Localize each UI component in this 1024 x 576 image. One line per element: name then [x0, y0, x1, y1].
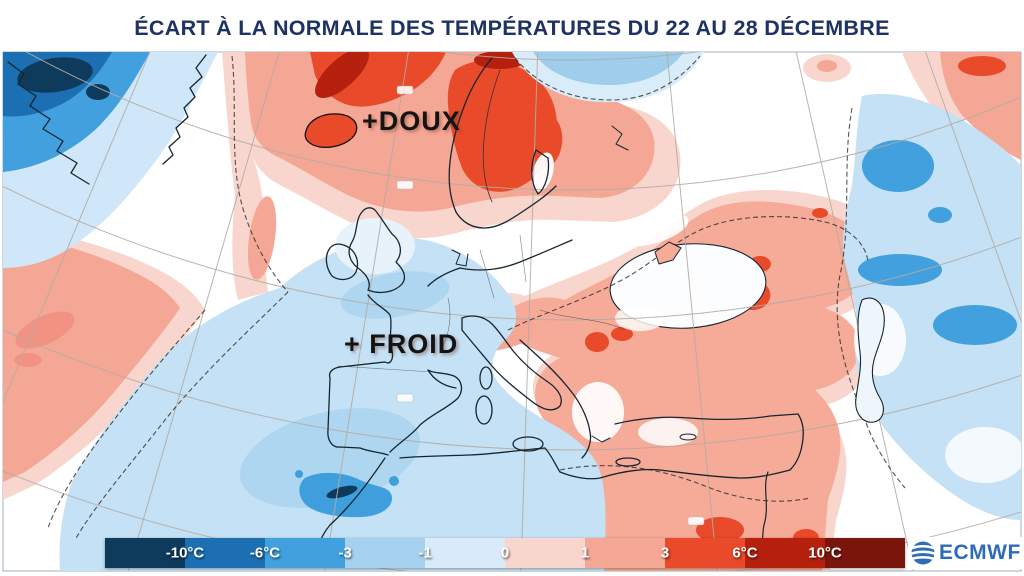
- contour-lines: [47, 55, 906, 541]
- legend-segment: [745, 538, 825, 568]
- legend-segment: [825, 538, 905, 568]
- legend-tick: 6°C: [732, 544, 758, 562]
- legend-segment: [185, 538, 265, 568]
- legend-tick: 3: [660, 544, 670, 562]
- legend-tick: 0: [500, 544, 510, 562]
- legend-segment: [345, 538, 425, 568]
- legend-segment: [105, 538, 185, 568]
- ecmwf-logo: ECMWF: [908, 537, 1024, 569]
- legend-tick: -1: [418, 544, 432, 562]
- legend-tick: 10°C: [808, 544, 842, 562]
- ecmwf-logo-icon: [911, 541, 935, 565]
- latitude-tick-labels: [396, 85, 705, 526]
- legend-segment: [585, 538, 665, 568]
- legend-segment: [265, 538, 345, 568]
- legend-tick: 1: [580, 544, 590, 562]
- legend-segment: [505, 538, 585, 568]
- annotation-froid: + FROID: [344, 329, 459, 359]
- legend-tick: -10°C: [165, 544, 205, 562]
- temperature-legend: -10°C -6°C -3 -1 0 1 3 6°C 10°C: [105, 538, 905, 568]
- ecmwf-logo-text: ECMWF: [939, 541, 1021, 564]
- legend-tick: -6°C: [249, 544, 281, 562]
- legend-segment: [665, 538, 745, 568]
- legend-tick: -3: [338, 544, 352, 562]
- legend-segment: [425, 538, 505, 568]
- annotation-doux: +DOUX: [362, 106, 461, 136]
- page-title: ÉCART À LA NORMALE DES TEMPÉRATURES DU 2…: [134, 16, 890, 40]
- cold-anomaly-regions: [3, 52, 1021, 571]
